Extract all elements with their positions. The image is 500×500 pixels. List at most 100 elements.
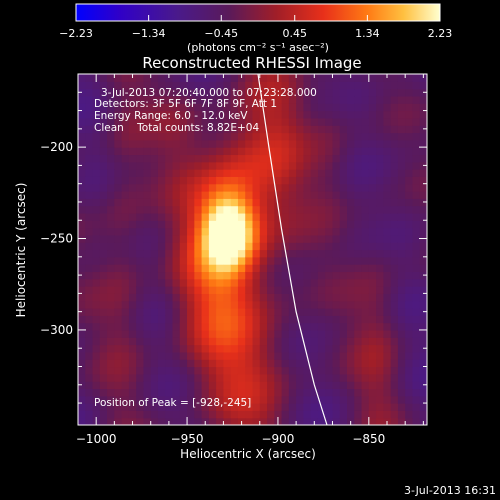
heatmap-cell [187, 234, 195, 243]
heatmap-cell [165, 359, 174, 368]
heatmap-cell [252, 300, 261, 309]
heatmap-cell [281, 212, 290, 221]
heatmap-cell [157, 139, 166, 148]
heatmap-cell [78, 286, 86, 294]
heatmap-cell [419, 110, 427, 119]
heatmap-cell [179, 191, 188, 199]
heatmap-cell [85, 256, 94, 265]
heatmap-cell [332, 359, 341, 368]
heatmap-cell [208, 117, 217, 126]
heatmap-cell [354, 110, 363, 119]
heatmap-cell [85, 322, 94, 331]
heatmap-cell [92, 169, 101, 177]
heatmap-cell [78, 359, 86, 368]
heatmap-cell [397, 337, 406, 346]
heatmap-cell [78, 278, 86, 287]
heatmap-cell [405, 417, 414, 425]
heatmap-cell [288, 249, 297, 258]
heatmap-cell [136, 293, 145, 302]
heatmap-cell [114, 256, 123, 265]
heatmap-cell [136, 315, 145, 324]
heatmap-cell [172, 88, 181, 97]
heatmap-cell [303, 417, 312, 425]
heatmap-cell [267, 366, 275, 375]
heatmap-cell [194, 351, 203, 360]
heatmap-cell [383, 183, 392, 192]
heatmap-cell [157, 395, 166, 404]
heatmap-cell [121, 264, 130, 273]
heatmap-cell [361, 169, 370, 177]
heatmap-cell [165, 373, 174, 382]
heatmap-cell [354, 256, 363, 265]
heatmap-cell [78, 410, 86, 419]
heatmap-cell [412, 256, 421, 265]
heatmap-cell [347, 410, 355, 419]
heatmap-cell [281, 256, 290, 265]
heatmap-cell [194, 161, 203, 170]
heatmap-cell [208, 88, 217, 97]
heatmap-cell [259, 169, 268, 177]
heatmap-cell [412, 293, 421, 302]
heatmap-cell [296, 191, 304, 199]
heatmap-cell [267, 169, 275, 177]
heatmap-cell [361, 227, 370, 236]
heatmap-cell [310, 110, 319, 119]
heatmap-cell [390, 191, 399, 199]
heatmap-cell [99, 154, 108, 163]
heatmap-cell [259, 95, 268, 104]
heatmap-cell [92, 132, 101, 141]
heatmap-cell [99, 388, 108, 397]
heatmap-cell [267, 176, 275, 185]
heatmap-cell [157, 220, 166, 229]
heatmap-cell [288, 329, 297, 338]
heatmap-cell [179, 395, 188, 404]
heatmap-cell [172, 139, 181, 148]
heatmap-cell [143, 161, 152, 170]
heatmap-cell [310, 198, 319, 207]
heatmap-cell [368, 169, 377, 177]
heatmap-cell [259, 227, 268, 236]
heatmap-cell [208, 147, 217, 156]
heatmap-cell [368, 81, 377, 90]
heatmap-cell [347, 139, 355, 148]
heatmap-cell [397, 191, 406, 199]
heatmap-cell [252, 271, 261, 280]
heatmap-cell [150, 381, 159, 390]
heatmap-cell [114, 242, 123, 251]
heatmap-cell [136, 359, 145, 368]
heatmap-cell [194, 125, 203, 134]
heatmap-cell [296, 308, 304, 316]
heatmap-cell [208, 205, 217, 214]
heatmap-cell [143, 359, 152, 368]
heatmap-cell [165, 139, 174, 148]
heatmap-cell [136, 139, 145, 148]
heatmap-cell [136, 308, 145, 316]
heatmap-cell [390, 88, 399, 97]
heatmap-cell [85, 234, 94, 243]
heatmap-cell [303, 234, 312, 243]
heatmap-cell [165, 322, 174, 331]
heatmap-cell [179, 381, 188, 390]
heatmap-cell [419, 220, 427, 229]
heatmap-cell [361, 381, 370, 390]
heatmap-cell [354, 271, 363, 280]
heatmap-cell [405, 381, 414, 390]
heatmap-cell [78, 351, 86, 360]
heatmap-cell [201, 351, 210, 360]
heatmap-cell [85, 139, 94, 148]
heatmap-cell [281, 322, 290, 331]
heatmap-cell [405, 95, 414, 104]
heatmap-cell [288, 234, 297, 243]
heatmap-cell [99, 220, 108, 229]
heatmap-cell [136, 366, 145, 375]
heatmap-cell [296, 81, 304, 90]
heatmap-cell [317, 329, 326, 338]
heatmap-cell [92, 388, 101, 397]
heatmap-cell [376, 74, 384, 82]
heatmap-cell [383, 322, 392, 331]
heatmap-cell [230, 329, 239, 338]
heatmap-cell [114, 395, 123, 404]
heatmap-cell [390, 95, 399, 104]
heatmap-cell [339, 132, 348, 141]
heatmap-cell [179, 74, 188, 82]
